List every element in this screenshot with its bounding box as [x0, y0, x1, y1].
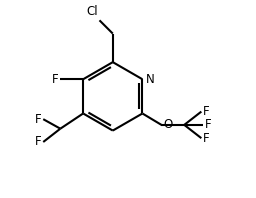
Text: O: O [163, 118, 173, 131]
Text: N: N [146, 73, 155, 86]
Text: F: F [205, 118, 212, 131]
Text: Cl: Cl [86, 5, 98, 18]
Text: F: F [35, 135, 41, 148]
Text: F: F [52, 73, 58, 86]
Text: F: F [203, 132, 210, 145]
Text: F: F [35, 113, 41, 126]
Text: F: F [203, 105, 210, 118]
